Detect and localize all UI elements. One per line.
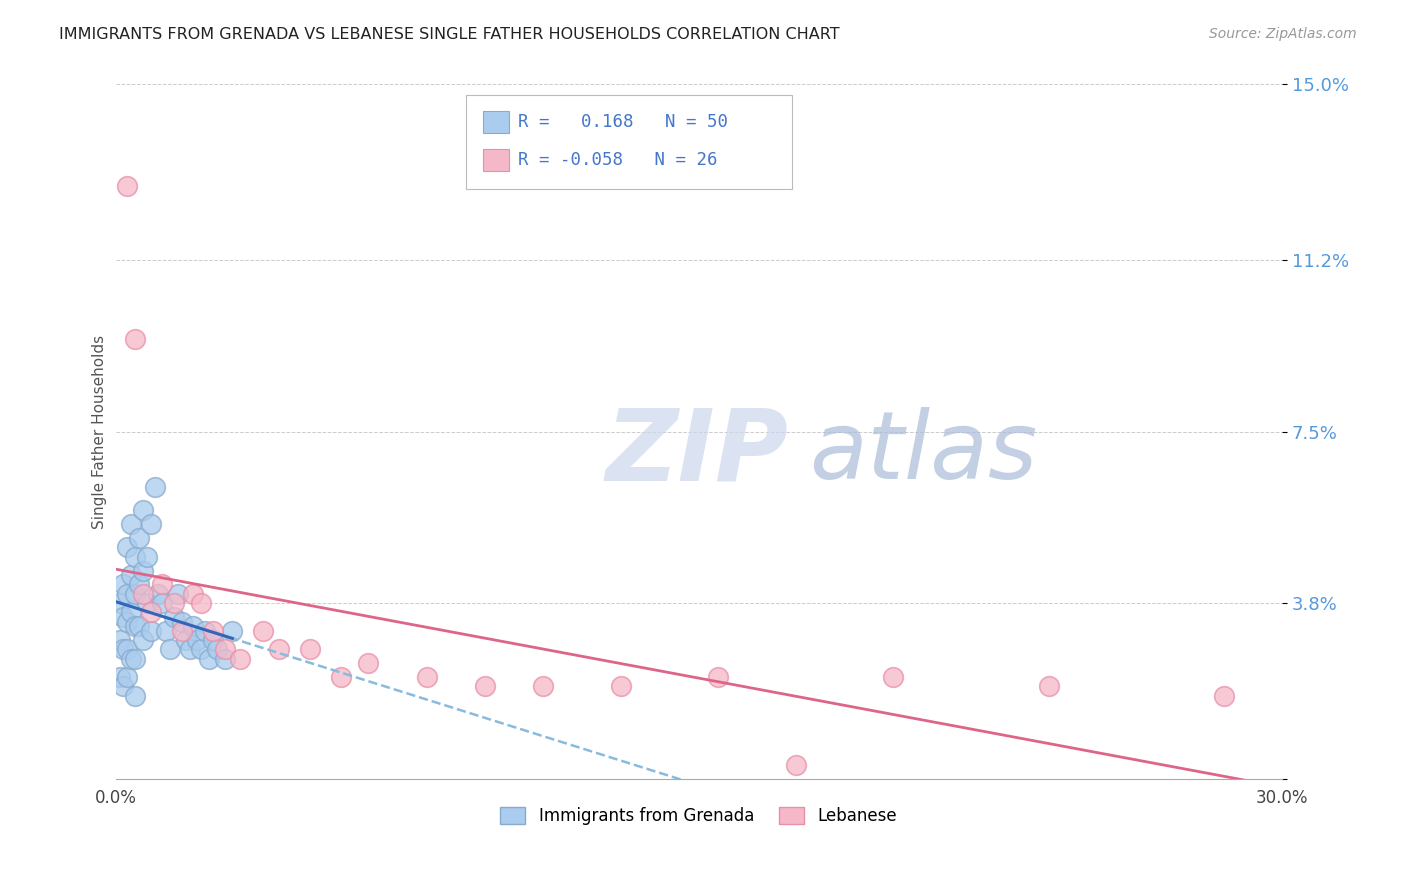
Point [124,549,146,564]
Point [155,624,177,638]
Point [167,587,190,601]
Point [148,587,170,601]
Point [882,670,904,684]
Point [108,670,131,684]
Point [183,619,205,633]
Point [117,179,139,194]
Point [163,610,186,624]
Point [117,670,139,684]
Point [174,633,197,648]
Point [120,605,142,619]
Point [135,549,157,564]
Point [150,596,173,610]
Point [150,577,173,591]
Point [112,642,135,657]
Text: R = -0.058   N = 26: R = -0.058 N = 26 [517,151,717,169]
Text: Source: ZipAtlas.com: Source: ZipAtlas.com [1209,27,1357,41]
Point [117,587,139,601]
Point [707,670,730,684]
Point [170,615,193,629]
Point [299,642,322,657]
Point [124,332,146,346]
Point [1038,679,1060,693]
Legend: Immigrants from Grenada, Lebanese: Immigrants from Grenada, Lebanese [492,798,905,833]
Point [112,577,135,591]
Point [610,679,633,693]
Text: atlas: atlas [810,407,1038,498]
Point [139,605,162,619]
Point [139,624,162,638]
Point [120,517,142,532]
Point [132,587,155,601]
Point [117,642,139,657]
Point [267,642,290,657]
Point [252,624,274,638]
Point [124,689,146,703]
FancyBboxPatch shape [465,95,792,188]
Point [330,670,353,684]
Text: R =   0.168   N = 50: R = 0.168 N = 50 [517,113,728,131]
Point [190,642,212,657]
Y-axis label: Single Father Households: Single Father Households [93,334,107,529]
Point [132,503,155,517]
Point [159,642,181,657]
Point [124,587,146,601]
Point [214,651,236,665]
Point [183,587,205,601]
Text: IMMIGRANTS FROM GRENADA VS LEBANESE SINGLE FATHER HOUSEHOLDS CORRELATION CHART: IMMIGRANTS FROM GRENADA VS LEBANESE SING… [59,27,839,42]
Point [120,568,142,582]
Point [1212,689,1234,703]
FancyBboxPatch shape [484,111,509,133]
Point [139,517,162,532]
Point [179,642,201,657]
Point [531,679,554,693]
Point [117,541,139,555]
Point [198,651,221,665]
Point [205,642,228,657]
Point [124,619,146,633]
Point [201,624,224,638]
Point [124,651,146,665]
Point [128,619,150,633]
Point [201,633,224,648]
Point [190,596,212,610]
Text: ZIP: ZIP [606,404,789,501]
Point [108,596,131,610]
Point [163,596,186,610]
Point [108,633,131,648]
Point [132,564,155,578]
Point [117,615,139,629]
Point [357,656,380,670]
Point [785,758,807,772]
Point [221,624,243,638]
Point [229,651,252,665]
Point [132,633,155,648]
Point [474,679,496,693]
Point [120,651,142,665]
Point [143,480,166,494]
Point [135,596,157,610]
Point [214,642,236,657]
Point [112,610,135,624]
Point [194,624,217,638]
FancyBboxPatch shape [484,149,509,171]
Point [415,670,437,684]
Point [128,577,150,591]
Point [186,633,208,648]
Point [128,531,150,545]
Point [170,624,193,638]
Point [112,679,135,693]
